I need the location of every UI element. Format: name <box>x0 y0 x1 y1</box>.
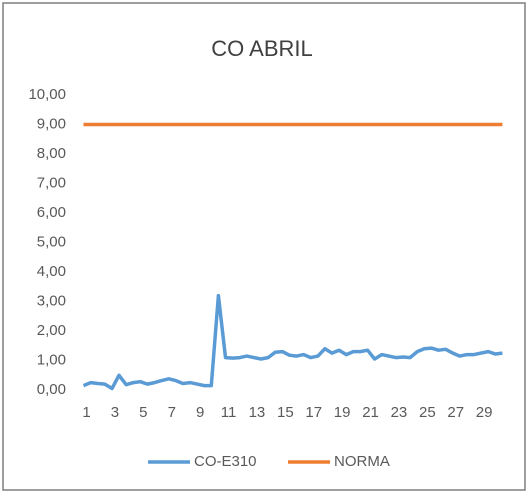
x-tick-label: 1 <box>82 404 90 421</box>
y-tick-label: 10,00 <box>28 86 66 103</box>
y-tick-label: 4,00 <box>37 263 66 280</box>
chart-title: CO ABRIL <box>211 36 312 61</box>
x-tick-label: 19 <box>334 404 351 421</box>
y-tick-label: 9,00 <box>37 115 66 132</box>
x-tick-label: 17 <box>305 404 322 421</box>
x-tick-label: 21 <box>362 404 379 421</box>
y-tick-label: 6,00 <box>37 204 66 221</box>
x-tick-label: 5 <box>139 404 147 421</box>
x-tick-label: 15 <box>277 404 294 421</box>
x-tick-label: 3 <box>111 404 119 421</box>
y-tick-label: 8,00 <box>37 145 66 162</box>
series-line <box>82 293 503 391</box>
y-tick-label: 7,00 <box>37 174 66 191</box>
x-tick-label: 27 <box>447 404 464 421</box>
y-tick-label: 3,00 <box>37 292 66 309</box>
x-tick-label: 11 <box>221 404 237 421</box>
x-tick-label: 23 <box>391 404 408 421</box>
x-tick-label: 13 <box>249 404 266 421</box>
y-tick-label: 5,00 <box>37 233 66 250</box>
y-tick-label: 1,00 <box>37 351 66 368</box>
y-tick-label: 0,00 <box>37 381 66 398</box>
legend-label: CO-E310 <box>194 453 257 470</box>
legend-label: NORMA <box>334 453 390 470</box>
x-tick-label: 9 <box>196 404 204 421</box>
y-tick-label: 2,00 <box>37 322 66 339</box>
x-tick-label: 25 <box>419 404 436 421</box>
x-tick-label: 7 <box>168 404 176 421</box>
x-tick-label: 29 <box>476 404 493 421</box>
